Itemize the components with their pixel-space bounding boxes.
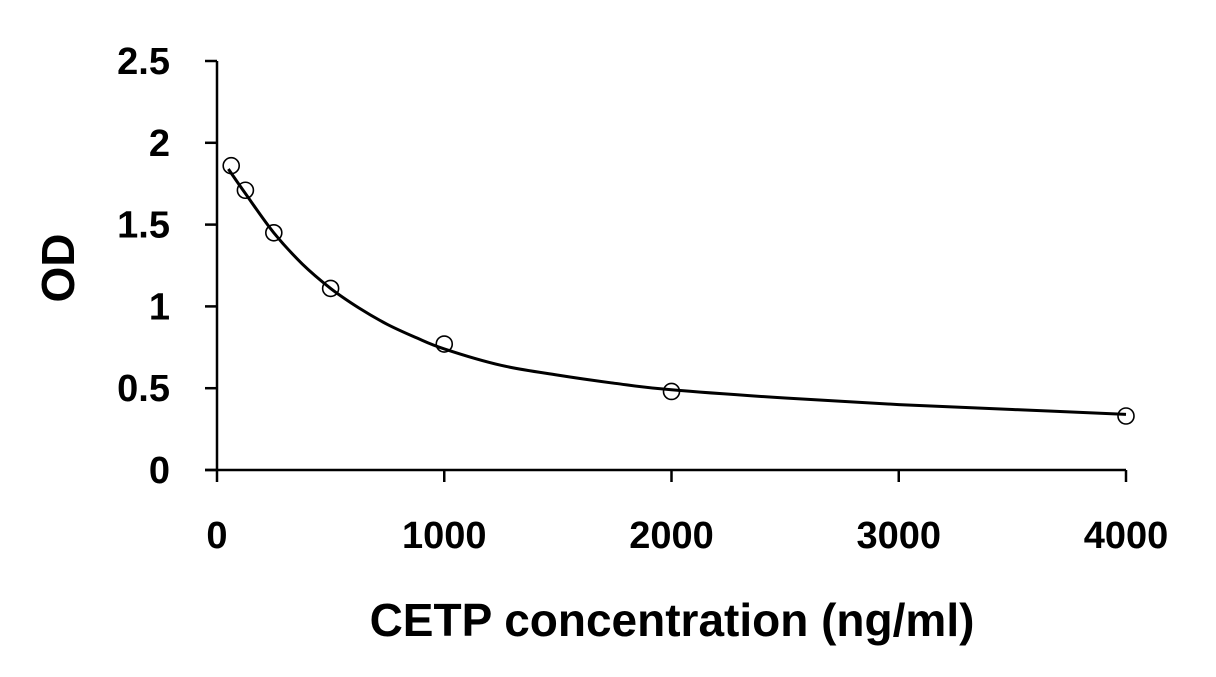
fitted-curve [227, 168, 1127, 416]
data-point [265, 223, 283, 242]
y-tick-label: 2.5 [117, 41, 170, 83]
data-point [321, 279, 340, 298]
data-point [662, 382, 681, 401]
x-tick-label: 3000 [856, 515, 941, 557]
x-tick-label: 4000 [1084, 515, 1169, 557]
x-tick-label: 1000 [402, 515, 487, 557]
x-ticks: 0 1000 2000 3000 4000 [206, 470, 1168, 557]
data-point [236, 181, 255, 200]
data-point [1117, 407, 1135, 425]
y-axis-title: OD [32, 234, 84, 303]
data-point [435, 335, 454, 353]
axes [205, 61, 1126, 472]
y-tick-label: 2 [149, 123, 170, 165]
x-tick-label: 0 [206, 515, 227, 557]
x-tick-label: 2000 [629, 515, 714, 557]
fitted-curve-layer [227, 168, 1127, 416]
data-points-layer [222, 156, 1135, 425]
y-tick-label: 0.5 [117, 368, 170, 410]
y-ticks: 0 0.5 1 1.5 2 2.5 [117, 41, 217, 492]
y-tick-label: 1.5 [117, 205, 170, 247]
data-point [222, 156, 241, 175]
y-tick-label: 0 [149, 450, 170, 492]
y-tick-label: 1 [149, 286, 170, 328]
x-axis-title: CETP concentration (ng/ml) [370, 594, 975, 646]
